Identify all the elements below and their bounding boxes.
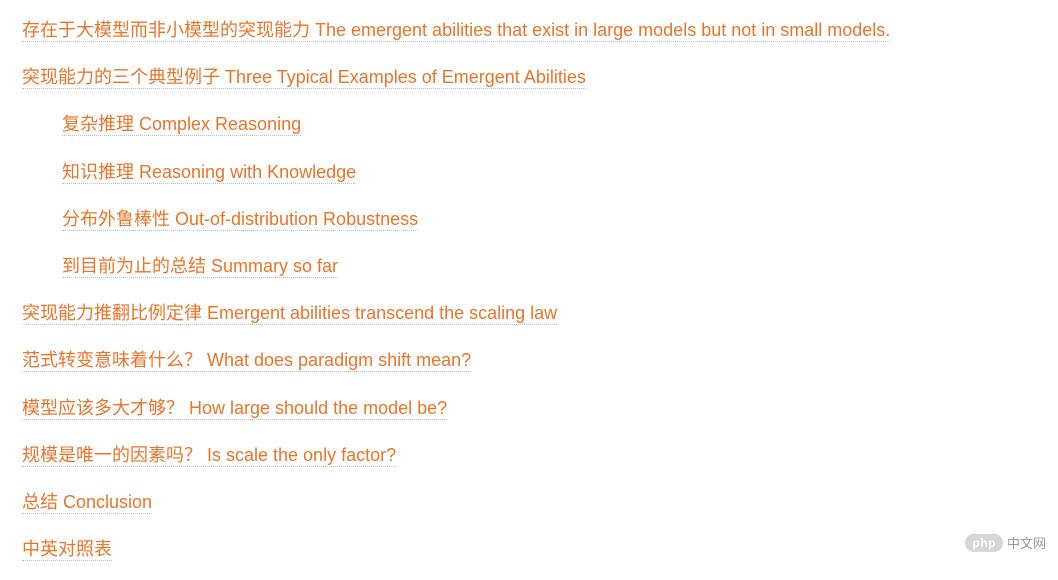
toc-link-how-large[interactable]: 模型应该多大才够？ How large should the model be? <box>22 398 447 420</box>
watermark-text: 中文网 <box>1007 533 1046 552</box>
toc-item: 范式转变意味着什么？ What does paradigm shift mean… <box>22 348 1036 373</box>
toc-item: 中英对照表 <box>22 537 1036 562</box>
toc-item: 存在于大模型而非小模型的突现能力 The emergent abilities … <box>22 18 1036 43</box>
toc-subitem: 复杂推理 Complex Reasoning <box>62 112 1036 137</box>
watermark-badge: php <box>965 534 1003 552</box>
toc-item: 突现能力的三个典型例子 Three Typical Examples of Em… <box>22 65 1036 279</box>
table-of-contents: 存在于大模型而非小模型的突现能力 The emergent abilities … <box>22 18 1036 562</box>
toc-subitem: 知识推理 Reasoning with Knowledge <box>62 160 1036 185</box>
toc-link-paradigm-shift[interactable]: 范式转变意味着什么？ What does paradigm shift mean… <box>22 350 471 372</box>
toc-link-ood-robustness[interactable]: 分布外鲁棒性 Out-of-distribution Robustness <box>62 209 418 231</box>
toc-subitem: 分布外鲁棒性 Out-of-distribution Robustness <box>62 207 1036 232</box>
toc-item: 突现能力推翻比例定律 Emergent abilities transcend … <box>22 301 1036 326</box>
toc-item: 规模是唯一的因素吗？ Is scale the only factor? <box>22 443 1036 468</box>
toc-item: 总结 Conclusion <box>22 490 1036 515</box>
toc-link-scaling-law[interactable]: 突现能力推翻比例定律 Emergent abilities transcend … <box>22 303 557 325</box>
toc-subitem: 到目前为止的总结 Summary so far <box>62 254 1036 279</box>
toc-link-complex-reasoning[interactable]: 复杂推理 Complex Reasoning <box>62 114 301 136</box>
toc-link-only-factor[interactable]: 规模是唯一的因素吗？ Is scale the only factor? <box>22 445 396 467</box>
toc-link-summary-so-far[interactable]: 到目前为止的总结 Summary so far <box>62 256 338 278</box>
toc-link-three-examples[interactable]: 突现能力的三个典型例子 Three Typical Examples of Em… <box>22 67 586 89</box>
toc-link-glossary[interactable]: 中英对照表 <box>22 539 112 561</box>
toc-link-knowledge-reasoning[interactable]: 知识推理 Reasoning with Knowledge <box>62 162 356 184</box>
toc-link-conclusion[interactable]: 总结 Conclusion <box>22 492 152 514</box>
toc-sublist: 复杂推理 Complex Reasoning 知识推理 Reasoning wi… <box>22 112 1036 279</box>
toc-item: 模型应该多大才够？ How large should the model be? <box>22 396 1036 421</box>
site-watermark: php 中文网 <box>965 533 1046 552</box>
toc-link-emergent-abilities[interactable]: 存在于大模型而非小模型的突现能力 The emergent abilities … <box>22 20 890 42</box>
